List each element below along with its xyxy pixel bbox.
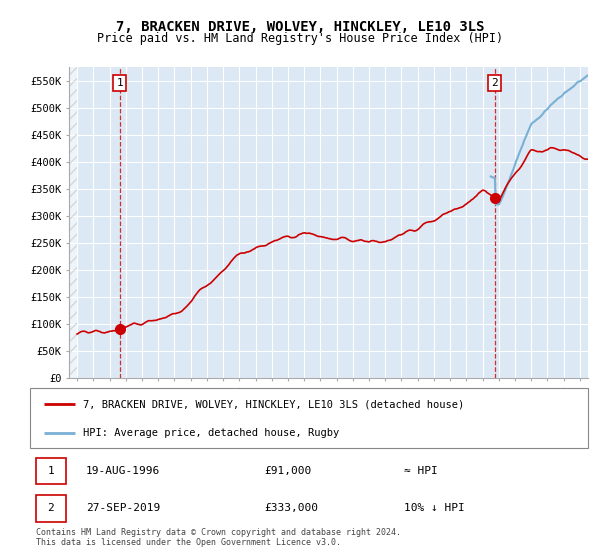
Text: 27-SEP-2019: 27-SEP-2019 xyxy=(86,503,160,513)
Text: 19-AUG-1996: 19-AUG-1996 xyxy=(86,466,160,476)
Text: £91,000: £91,000 xyxy=(265,466,311,476)
Text: 1: 1 xyxy=(47,466,54,476)
Text: 1: 1 xyxy=(116,78,123,88)
Text: Price paid vs. HM Land Registry's House Price Index (HPI): Price paid vs. HM Land Registry's House … xyxy=(97,32,503,45)
Text: ≈ HPI: ≈ HPI xyxy=(404,466,437,476)
Text: 10% ↓ HPI: 10% ↓ HPI xyxy=(404,503,464,513)
FancyBboxPatch shape xyxy=(35,458,66,484)
Text: 2: 2 xyxy=(491,78,498,88)
Text: Contains HM Land Registry data © Crown copyright and database right 2024.
This d: Contains HM Land Registry data © Crown c… xyxy=(35,528,401,547)
Text: 7, BRACKEN DRIVE, WOLVEY, HINCKLEY, LE10 3LS (detached house): 7, BRACKEN DRIVE, WOLVEY, HINCKLEY, LE10… xyxy=(83,399,464,409)
Text: 2: 2 xyxy=(47,503,54,513)
Text: HPI: Average price, detached house, Rugby: HPI: Average price, detached house, Rugb… xyxy=(83,428,339,438)
Bar xyxy=(69,67,77,378)
Text: £333,000: £333,000 xyxy=(265,503,319,513)
FancyBboxPatch shape xyxy=(35,495,66,521)
FancyBboxPatch shape xyxy=(30,388,588,448)
Text: 7, BRACKEN DRIVE, WOLVEY, HINCKLEY, LE10 3LS: 7, BRACKEN DRIVE, WOLVEY, HINCKLEY, LE10… xyxy=(116,20,484,34)
